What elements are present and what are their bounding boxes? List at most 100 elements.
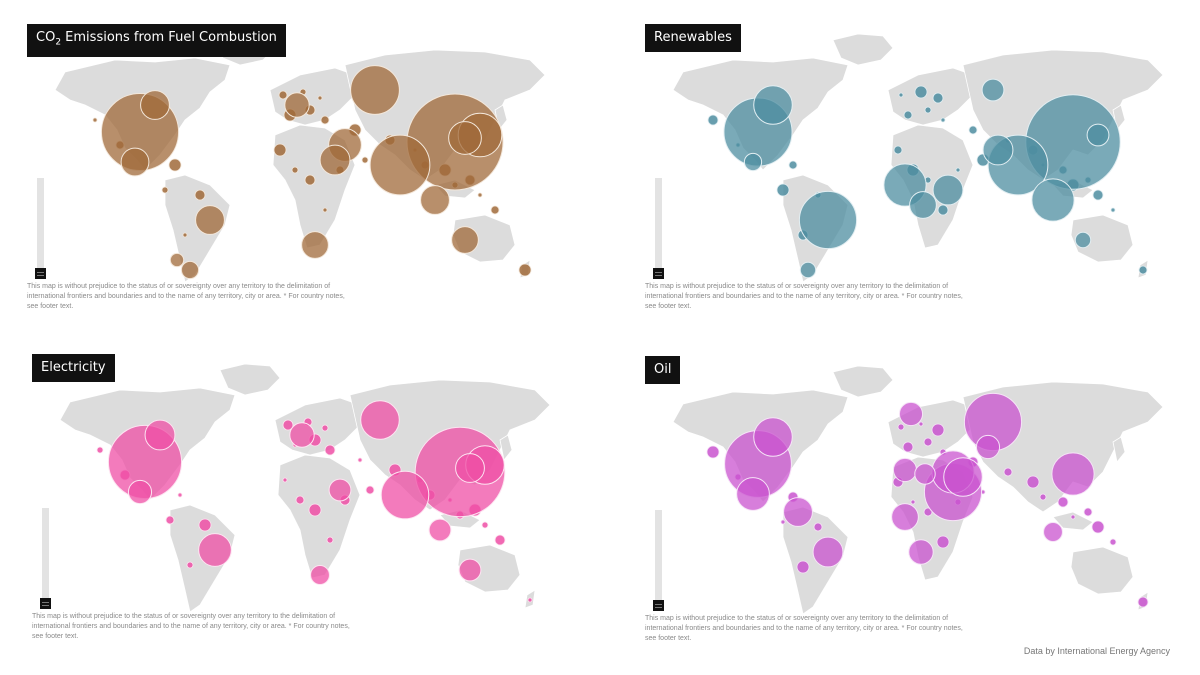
co2-minor-bubble[interactable] [317, 95, 323, 101]
oil-minor-bubble[interactable] [1003, 467, 1013, 477]
oil-bubble-angola[interactable] [908, 539, 934, 565]
co2-minor-bubble[interactable] [291, 166, 299, 174]
elec-bubble-saudi-arabia[interactable] [328, 478, 352, 502]
oil-bubble-indonesia[interactable] [1043, 522, 1063, 542]
co2-bubble-korea[interactable] [448, 121, 482, 155]
co2-minor-bubble[interactable] [92, 117, 98, 123]
oil-minor-bubble[interactable] [936, 535, 950, 549]
oil-bubble-venezuela[interactable] [783, 497, 813, 527]
elec-minor-bubble[interactable] [165, 515, 175, 525]
renew-bubble-argentina[interactable] [799, 261, 817, 279]
co2-minor-bubble[interactable] [278, 90, 288, 100]
renew-minor-bubble[interactable] [968, 125, 978, 135]
renew-minor-bubble[interactable] [776, 183, 790, 197]
renew-minor-bubble[interactable] [940, 117, 946, 123]
co2-minor-bubble[interactable] [194, 189, 206, 201]
co2-bubble-brazil[interactable] [195, 205, 225, 235]
renewables-size-slider-track[interactable] [655, 178, 662, 273]
co2-bubble-india[interactable] [369, 134, 431, 196]
oil-bubble-china[interactable] [1051, 452, 1095, 496]
renew-bubble-pakistan[interactable] [982, 134, 1014, 166]
renew-bubble-japan[interactable] [1086, 123, 1110, 147]
oil-minor-bubble[interactable] [910, 499, 916, 505]
elec-minor-bubble[interactable] [282, 419, 294, 431]
co2-minor-bubble[interactable] [304, 174, 316, 186]
oil-bubble-kazakhstan[interactable] [975, 434, 1001, 460]
elec-minor-bubble[interactable] [198, 518, 212, 532]
renew-minor-bubble[interactable] [914, 85, 928, 99]
renew-minor-bubble[interactable] [788, 160, 798, 170]
renew-minor-bubble[interactable] [1110, 207, 1116, 213]
co2-bubble-south-africa[interactable] [301, 231, 329, 259]
oil-minor-bubble[interactable] [706, 445, 720, 459]
renew-minor-bubble[interactable] [903, 110, 913, 120]
co2-minor-bubble[interactable] [322, 207, 328, 213]
elec-minor-bubble[interactable] [365, 485, 375, 495]
oil-minor-bubble[interactable] [1109, 538, 1117, 546]
renew-bubble-canada[interactable] [753, 85, 793, 125]
oil-minor-bubble[interactable] [931, 423, 945, 437]
co2-minor-bubble[interactable] [518, 263, 532, 277]
elec-minor-bubble[interactable] [481, 521, 489, 529]
oil-minor-bubble[interactable] [796, 560, 810, 574]
renew-bubble-indonesia[interactable] [1031, 178, 1075, 222]
oil-bubble-iran[interactable] [943, 457, 983, 497]
co2-bubble-indonesia[interactable] [420, 185, 450, 215]
elec-bubble-south-africa[interactable] [310, 565, 330, 585]
oil-minor-bubble[interactable] [813, 522, 823, 532]
renew-bubble-ethiopia[interactable] [932, 174, 964, 206]
oil-minor-bubble[interactable] [1070, 514, 1076, 520]
oil-size-slider-track[interactable] [655, 510, 662, 605]
oil-minor-bubble[interactable] [1057, 496, 1069, 508]
elec-minor-bubble[interactable] [527, 597, 533, 603]
co2-bubble-germany[interactable] [284, 92, 310, 118]
oil-size-slider-handle[interactable] [653, 600, 664, 611]
oil-minor-bubble[interactable] [1039, 493, 1047, 501]
co2-minor-bubble[interactable] [361, 156, 369, 164]
renew-bubble-brazil[interactable] [798, 190, 858, 250]
co2-minor-bubble[interactable] [273, 143, 287, 157]
renew-minor-bubble[interactable] [1092, 189, 1104, 201]
oil-minor-bubble[interactable] [918, 421, 924, 427]
renew-minor-bubble[interactable] [898, 92, 904, 98]
renew-bubble-russia[interactable] [981, 78, 1005, 102]
oil-minor-bubble[interactable] [923, 437, 933, 447]
oil-bubble-norway[interactable] [898, 401, 924, 427]
renew-minor-bubble[interactable] [1138, 265, 1148, 275]
co2-bubble-mexico[interactable] [120, 147, 150, 177]
elec-minor-bubble[interactable] [186, 561, 194, 569]
elec-minor-bubble[interactable] [494, 534, 506, 546]
oil-minor-bubble[interactable] [1083, 507, 1093, 517]
elec-bubble-germany[interactable] [289, 422, 315, 448]
renew-minor-bubble[interactable] [955, 167, 961, 173]
elec-bubble-canada[interactable] [144, 419, 176, 451]
elec-bubble-russia[interactable] [360, 400, 400, 440]
co2-size-slider-handle[interactable] [35, 268, 46, 279]
oil-minor-bubble[interactable] [780, 519, 786, 525]
elec-minor-bubble[interactable] [324, 444, 336, 456]
oil-bubble-libya[interactable] [914, 463, 936, 485]
elec-bubble-india[interactable] [380, 470, 430, 520]
elec-minor-bubble[interactable] [96, 446, 104, 454]
co2-bubble-argentina[interactable] [180, 260, 200, 280]
co2-bubble-russia[interactable] [350, 65, 400, 115]
co2-minor-bubble[interactable] [477, 192, 483, 198]
elec-bubble-mexico[interactable] [127, 479, 153, 505]
elec-minor-bubble[interactable] [295, 495, 305, 505]
renew-minor-bubble[interactable] [893, 145, 903, 155]
elec-bubble-indonesia[interactable] [428, 518, 452, 542]
co2-size-slider-track[interactable] [37, 178, 44, 273]
elec-minor-bubble[interactable] [308, 503, 322, 517]
oil-minor-bubble[interactable] [1137, 596, 1149, 608]
oil-minor-bubble[interactable] [902, 441, 914, 453]
elec-bubble-brazil[interactable] [198, 533, 232, 567]
elec-minor-bubble[interactable] [282, 477, 288, 483]
co2-minor-bubble[interactable] [161, 186, 169, 194]
oil-bubble-canada[interactable] [753, 417, 793, 457]
co2-minor-bubble[interactable] [168, 158, 182, 172]
elec-minor-bubble[interactable] [177, 492, 183, 498]
renew-minor-bubble[interactable] [707, 114, 719, 126]
renew-bubble-congo[interactable] [909, 191, 937, 219]
oil-bubble-algeria[interactable] [892, 457, 918, 483]
elec-minor-bubble[interactable] [321, 424, 329, 432]
